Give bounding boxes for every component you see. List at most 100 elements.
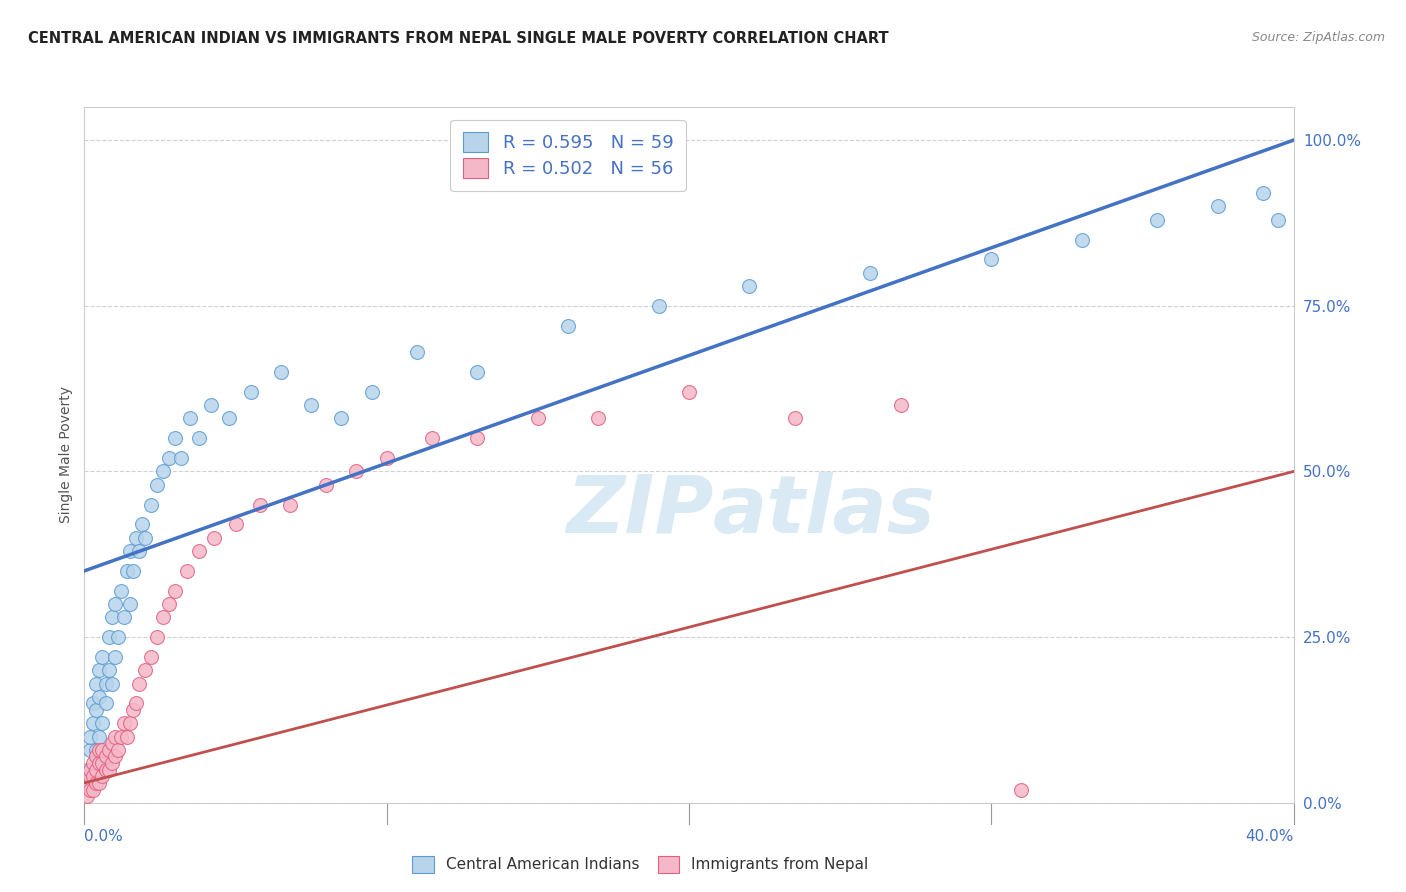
- Point: [91, 743, 114, 757]
- Point: [125, 531, 148, 545]
- Point: [980, 252, 1002, 267]
- Point: [270, 365, 292, 379]
- Point: [299, 398, 322, 412]
- Point: [678, 384, 700, 399]
- Point: [249, 498, 271, 512]
- Point: [82, 769, 104, 783]
- Point: [1251, 186, 1274, 201]
- Point: [134, 531, 156, 545]
- Text: 40.0%: 40.0%: [1246, 829, 1294, 844]
- Point: [330, 411, 353, 425]
- Point: [112, 716, 135, 731]
- Point: [188, 544, 211, 558]
- Point: [110, 583, 132, 598]
- Point: [118, 597, 141, 611]
- Point: [89, 756, 111, 770]
- Point: [82, 782, 104, 797]
- Point: [200, 398, 222, 412]
- Point: [97, 763, 120, 777]
- Point: [131, 517, 153, 532]
- Point: [79, 769, 101, 783]
- Y-axis label: Single Male Poverty: Single Male Poverty: [59, 386, 73, 524]
- Point: [86, 703, 108, 717]
- Point: [526, 411, 548, 425]
- Point: [146, 630, 169, 644]
- Point: [94, 749, 117, 764]
- Point: [152, 610, 174, 624]
- Point: [89, 663, 111, 677]
- Point: [467, 431, 489, 445]
- Point: [783, 411, 806, 425]
- Point: [89, 690, 111, 704]
- Point: [176, 564, 198, 578]
- Point: [76, 763, 98, 777]
- Point: [375, 451, 398, 466]
- Point: [139, 650, 162, 665]
- Text: ZIP: ZIP: [565, 472, 713, 549]
- Point: [82, 697, 104, 711]
- Point: [128, 676, 150, 690]
- Point: [163, 431, 186, 445]
- Point: [89, 776, 111, 790]
- Point: [76, 789, 98, 804]
- Point: [157, 451, 180, 466]
- Point: [76, 776, 98, 790]
- Point: [110, 730, 132, 744]
- Point: [97, 630, 120, 644]
- Point: [94, 676, 117, 690]
- Point: [315, 477, 337, 491]
- Point: [346, 465, 368, 479]
- Point: [859, 266, 882, 280]
- Point: [157, 597, 180, 611]
- Point: [104, 749, 127, 764]
- Legend: Central American Indians, Immigrants from Nepal: Central American Indians, Immigrants fro…: [406, 850, 875, 879]
- Point: [104, 730, 127, 744]
- Point: [100, 676, 122, 690]
- Text: CENTRAL AMERICAN INDIAN VS IMMIGRANTS FROM NEPAL SINGLE MALE POVERTY CORRELATION: CENTRAL AMERICAN INDIAN VS IMMIGRANTS FR…: [28, 31, 889, 46]
- Text: atlas: atlas: [713, 472, 936, 549]
- Point: [738, 279, 761, 293]
- Point: [86, 676, 108, 690]
- Point: [115, 730, 138, 744]
- Point: [86, 776, 108, 790]
- Point: [112, 610, 135, 624]
- Point: [89, 743, 111, 757]
- Point: [134, 663, 156, 677]
- Point: [128, 544, 150, 558]
- Point: [82, 716, 104, 731]
- Point: [107, 743, 129, 757]
- Point: [225, 517, 247, 532]
- Point: [218, 411, 240, 425]
- Point: [118, 716, 141, 731]
- Point: [890, 398, 912, 412]
- Point: [104, 650, 127, 665]
- Point: [107, 630, 129, 644]
- Point: [557, 318, 579, 333]
- Point: [115, 564, 138, 578]
- Point: [1010, 782, 1032, 797]
- Point: [79, 743, 101, 757]
- Point: [94, 697, 117, 711]
- Point: [420, 431, 443, 445]
- Point: [202, 531, 225, 545]
- Point: [239, 384, 262, 399]
- Point: [121, 703, 143, 717]
- Point: [278, 498, 301, 512]
- Point: [139, 498, 162, 512]
- Point: [1146, 212, 1168, 227]
- Point: [360, 384, 382, 399]
- Point: [1267, 212, 1289, 227]
- Text: 0.0%: 0.0%: [84, 829, 124, 844]
- Point: [100, 756, 122, 770]
- Point: [79, 782, 101, 797]
- Point: [406, 345, 429, 359]
- Point: [146, 477, 169, 491]
- Point: [91, 756, 114, 770]
- Point: [588, 411, 610, 425]
- Point: [86, 743, 108, 757]
- Point: [86, 763, 108, 777]
- Point: [170, 451, 193, 466]
- Text: Source: ZipAtlas.com: Source: ZipAtlas.com: [1251, 31, 1385, 45]
- Point: [647, 299, 671, 313]
- Point: [121, 564, 143, 578]
